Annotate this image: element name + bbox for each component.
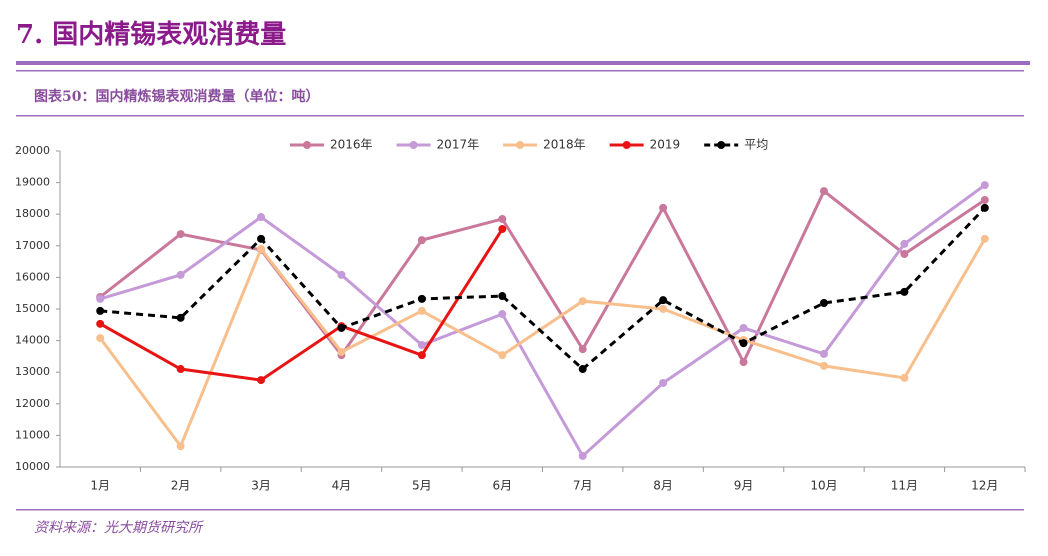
point: [659, 305, 668, 313]
point: [96, 294, 105, 303]
point: [176, 270, 185, 279]
legend-marker: [303, 141, 311, 149]
legend-marker: [516, 141, 525, 149]
x-tick-label: 12月: [971, 479, 998, 493]
y-tick-label: 20000: [15, 144, 50, 157]
point: [739, 358, 748, 367]
legend-marker: [717, 141, 726, 149]
point: [659, 378, 668, 387]
source: 资料来源：光大期货研究所: [34, 520, 204, 536]
y-tick-label: 13000: [15, 365, 50, 378]
x-tick-label: 8月: [653, 479, 673, 493]
point: [900, 287, 909, 296]
rule: [16, 61, 1030, 65]
point: [498, 351, 507, 360]
x-tick-label: 3月: [251, 479, 271, 493]
y-tick-label: 12000: [15, 397, 50, 410]
legend-label: 2017年: [437, 138, 480, 152]
point: [819, 361, 828, 370]
point: [96, 306, 105, 315]
point: [578, 297, 587, 306]
x-tick-label: 6月: [492, 479, 512, 493]
series-line: [99, 188, 986, 366]
point: [900, 373, 909, 382]
legend-label: 平均: [744, 138, 768, 152]
point: [980, 203, 989, 212]
point: [578, 451, 587, 460]
series-line: [99, 228, 504, 382]
point: [417, 306, 426, 315]
x-tick-label: 10月: [810, 479, 837, 493]
x-tick-label: 11月: [891, 479, 918, 493]
point: [980, 234, 989, 243]
y-tick-label: 18000: [15, 207, 50, 220]
y-tick-label: 19000: [15, 176, 50, 189]
rule: [16, 70, 1024, 72]
point: [498, 292, 507, 301]
x-tick-label: 9月: [734, 479, 754, 493]
point: [659, 203, 668, 212]
point: [498, 310, 507, 319]
point: [659, 296, 668, 305]
point: [96, 334, 105, 343]
rule: [16, 115, 1024, 117]
rule: [16, 509, 1024, 511]
point: [819, 349, 828, 358]
section-title: 7. 国内精锡表观消费量: [16, 20, 286, 50]
point: [498, 214, 507, 223]
y-tick-label: 14000: [15, 334, 50, 347]
point: [578, 345, 587, 354]
x-tick-label: 4月: [332, 479, 352, 493]
point: [257, 244, 266, 253]
point: [739, 339, 748, 348]
legend-label: 2016年: [330, 138, 373, 152]
point: [819, 187, 828, 196]
x-tick-label: 1月: [90, 479, 110, 493]
series-line: [99, 238, 987, 450]
x-tick-label: 5月: [412, 479, 432, 493]
point: [900, 239, 909, 248]
y-tick-label: 16000: [15, 270, 50, 283]
legend-label: 2018年: [543, 138, 586, 152]
y-tick-label: 17000: [15, 239, 50, 252]
point: [980, 181, 989, 190]
chart-title: 图表50：国内精炼锡表观消费量（单位：吨）: [34, 88, 319, 105]
point: [337, 270, 346, 279]
point: [96, 319, 105, 328]
y-tick-label: 10000: [15, 460, 50, 473]
point: [257, 234, 266, 243]
point: [257, 213, 266, 222]
point: [176, 313, 185, 322]
point: [417, 294, 426, 303]
legend-marker: [622, 141, 631, 149]
point: [176, 442, 185, 451]
point: [337, 323, 346, 332]
x-tick-label: 7月: [573, 479, 593, 493]
series-line: [99, 183, 986, 459]
x-tick-label: 2月: [171, 479, 191, 493]
point: [337, 347, 346, 356]
point: [417, 236, 426, 245]
legend-label: 2019: [650, 138, 681, 152]
point: [739, 323, 748, 332]
y-tick-label: 11000: [15, 428, 50, 441]
point: [176, 365, 185, 374]
point: [176, 230, 185, 239]
point: [578, 365, 587, 374]
legend-marker: [409, 141, 418, 149]
point: [819, 298, 828, 307]
point: [980, 195, 989, 204]
point: [257, 376, 266, 385]
point: [900, 250, 909, 259]
point: [417, 351, 426, 360]
point: [417, 341, 426, 350]
y-tick-label: 15000: [15, 302, 50, 315]
series-line: [100, 206, 986, 372]
point: [498, 225, 507, 234]
